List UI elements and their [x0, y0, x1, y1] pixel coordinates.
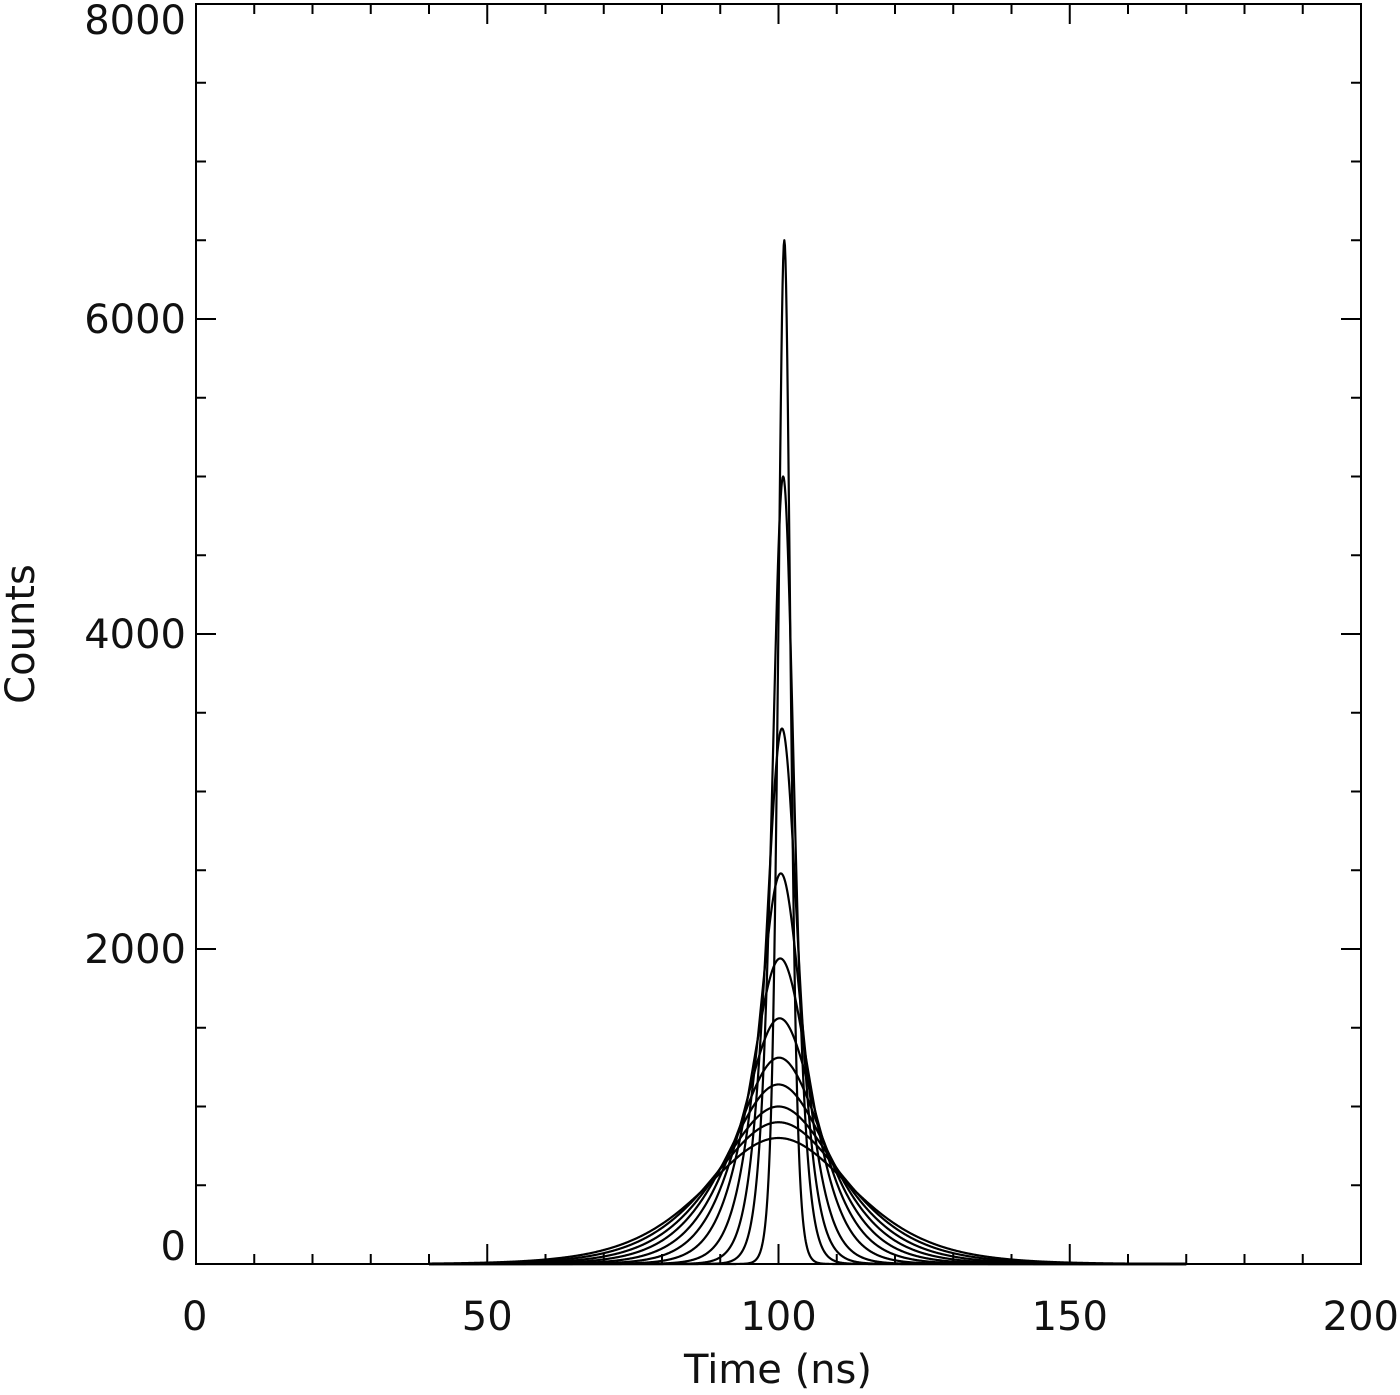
- x-tick-label: 150: [1032, 1294, 1108, 1340]
- x-tick-label: 0: [182, 1294, 207, 1340]
- series-curve: [428, 1105, 1187, 1266]
- y-tick-label: 6000: [84, 297, 186, 343]
- series-curve: [428, 475, 1187, 1266]
- x-tick-label: 50: [462, 1294, 513, 1340]
- y-axis-title: Counts: [0, 564, 44, 704]
- series-curve: [428, 1136, 1187, 1265]
- y-tick-label: 2000: [84, 927, 186, 973]
- x-axis-title: Time (ns): [683, 1347, 872, 1393]
- y-tick-label: 8000: [84, 0, 186, 44]
- x-tick-label: 100: [740, 1294, 816, 1340]
- x-tick-label: 200: [1323, 1294, 1399, 1340]
- y-tick-label: 0: [161, 1224, 186, 1270]
- series-curve: [428, 727, 1187, 1266]
- curves: [428, 239, 1187, 1266]
- y-tick-label: 4000: [84, 612, 186, 658]
- series-curve: [428, 1083, 1187, 1266]
